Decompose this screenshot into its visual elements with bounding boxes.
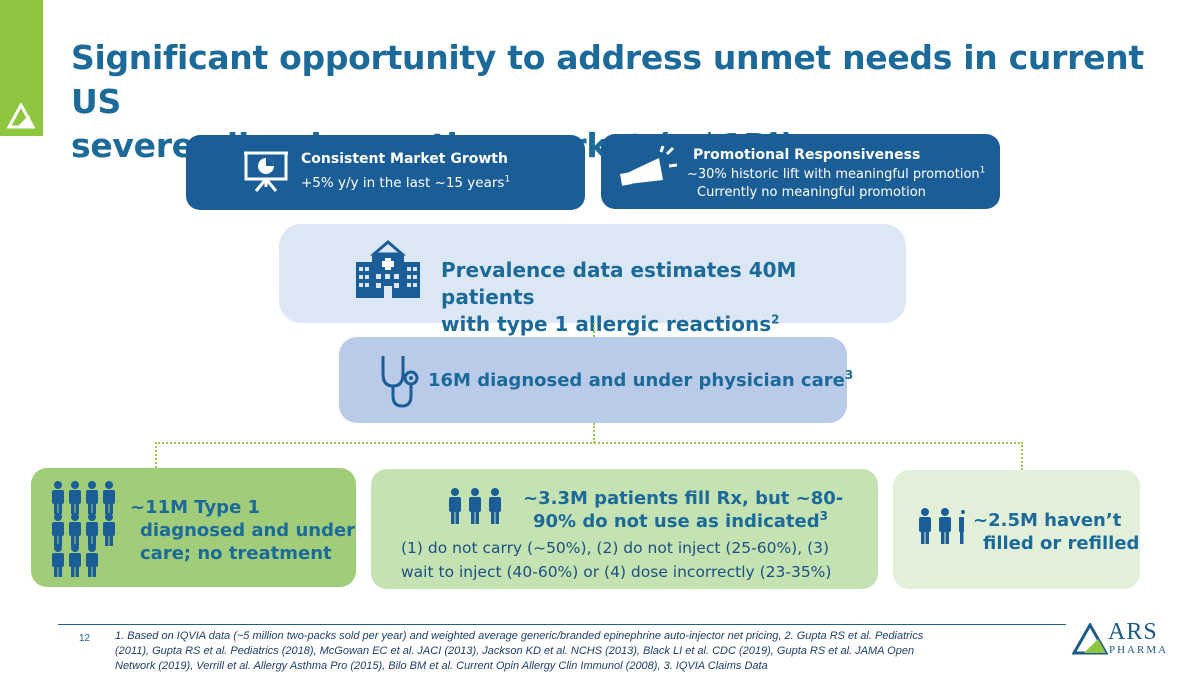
- people-icon: [52, 481, 115, 577]
- logo-wordmark: ARS: [1108, 619, 1158, 645]
- prevalence-text: Prevalence data estimates 40M patients w…: [441, 257, 881, 338]
- diagnosed-footnote-ref: 3: [844, 368, 854, 382]
- promo-line-2: Currently no meaningful promotion: [697, 185, 926, 200]
- prevalence-box: Prevalence data estimates 40M patients w…: [279, 224, 906, 336]
- connector-line: [593, 323, 595, 337]
- ars-pharma-logo: ARS PHARMA: [1072, 619, 1172, 659]
- not-filled-line-2: filled or refilled: [983, 533, 1140, 554]
- brand-mark-icon: [7, 103, 35, 129]
- footnotes: 1. Based on IQVIA data (~5 million two-p…: [115, 629, 1055, 674]
- connector-line: [155, 442, 1023, 444]
- fill-rx-footnote-ref: 3: [819, 509, 828, 523]
- promo-title: Promotional Responsiveness: [693, 147, 921, 163]
- promo-footnote-ref: 1: [979, 165, 986, 176]
- market-growth-text: +5% y/y in the last ~15 years1: [301, 175, 510, 191]
- stethoscope-icon: [381, 356, 419, 408]
- diagnosed-text: 16M diagnosed and under physician care3: [428, 368, 854, 391]
- prevalence-footnote-ref: 2: [771, 312, 780, 327]
- market-growth-value: +5% y/y in the last ~15 years: [301, 175, 505, 191]
- page-number: 12: [79, 633, 91, 644]
- accent-bar: [0, 0, 43, 136]
- fill-rx-title: ~3.3M patients fill Rx, but ~80- 90% do …: [523, 487, 843, 533]
- fill-rx-body-line-2: wait to inject (40-60%) or (4) dose inco…: [401, 563, 832, 581]
- megaphone-icon: [620, 146, 678, 186]
- logo-subtext: PHARMA: [1109, 644, 1169, 656]
- fill-rx-body: (1) do not carry (~50%), (2) do not inje…: [401, 536, 831, 584]
- title-line-1: Significant opportunity to address unmet…: [71, 38, 1144, 121]
- diagnosed-value: 16M diagnosed and under physician care: [428, 370, 845, 391]
- no-treatment-line-3: care; no treatment: [140, 543, 332, 564]
- prevalence-line-2: with type 1 allergic reactions2: [441, 311, 881, 338]
- market-growth-footnote-ref: 1: [504, 174, 511, 185]
- footnote-line-2: (2011), Gupta RS et al. Pediatrics (2018…: [115, 645, 915, 657]
- promo-line-1-text: ~30% historic lift with meaningful promo…: [687, 167, 980, 182]
- connector-line: [1021, 442, 1023, 470]
- promotional-responsiveness-card: Promotional Responsiveness ~30% historic…: [601, 134, 1000, 209]
- fill-rx-box: ~3.3M patients fill Rx, but ~80- 90% do …: [371, 469, 878, 589]
- not-filled-box: ~2.5M haven’t filled or refilled: [893, 470, 1140, 589]
- hospital-icon: [356, 240, 420, 298]
- diagnosed-box: 16M diagnosed and under physician care3: [339, 337, 853, 423]
- footer-divider: [58, 624, 1066, 625]
- market-growth-title: Consistent Market Growth: [301, 151, 508, 167]
- not-filled-text: ~2.5M haven’t filled or refilled: [973, 509, 1139, 555]
- presentation-chart-icon: [244, 151, 288, 192]
- people-icon: [919, 508, 965, 544]
- prevalence-line-2-text: with type 1 allergic reactions: [441, 312, 772, 336]
- not-filled-line-1: ~2.5M haven’t: [973, 510, 1122, 531]
- fill-rx-title-line-2-text: 90% do not use as indicated: [533, 511, 820, 532]
- no-treatment-line-2: diagnosed and under: [140, 520, 356, 541]
- connector-line: [155, 442, 157, 468]
- prevalence-line-1: Prevalence data estimates 40M patients: [441, 258, 797, 309]
- logo-mark-icon: [1072, 623, 1108, 655]
- footnote-line-1: 1. Based on IQVIA data (~5 million two-p…: [115, 630, 924, 642]
- connector-line: [593, 423, 595, 443]
- fill-rx-body-line-1: (1) do not carry (~50%), (2) do not inje…: [401, 539, 830, 557]
- fill-rx-title-line-2: 90% do not use as indicated3: [523, 510, 843, 533]
- no-treatment-text: ~11M Type 1 diagnosed and under care; no…: [130, 496, 355, 565]
- market-growth-card: Consistent Market Growth +5% y/y in the …: [186, 135, 585, 210]
- fill-rx-title-line-1: ~3.3M patients fill Rx, but ~80-: [523, 488, 844, 509]
- people-icon: [449, 488, 501, 524]
- footnote-line-3: Network (2019), Verrill et al. Allergy A…: [115, 660, 768, 672]
- promo-line-1: ~30% historic lift with meaningful promo…: [687, 165, 986, 182]
- no-treatment-box: ~11M Type 1 diagnosed and under care; no…: [31, 468, 356, 587]
- no-treatment-line-1: ~11M Type 1: [130, 497, 261, 518]
